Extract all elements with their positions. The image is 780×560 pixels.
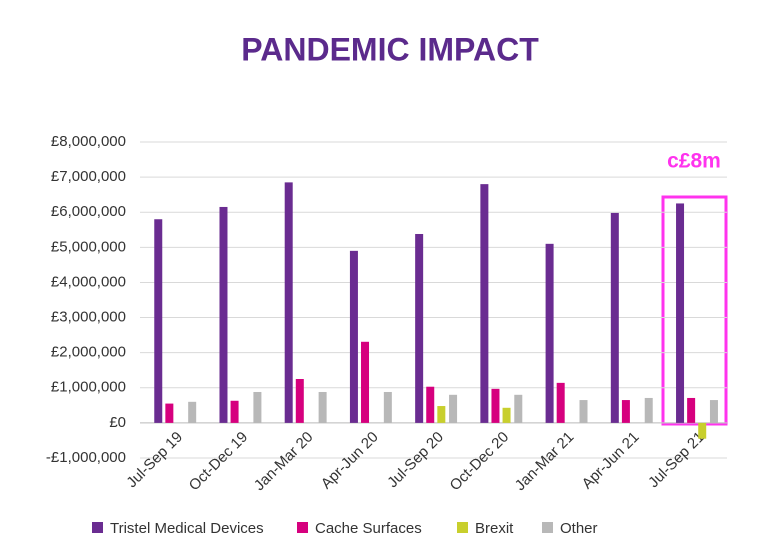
bar (480, 184, 489, 423)
highlight-box (661, 195, 728, 426)
bar (318, 391, 327, 423)
bar (514, 394, 523, 423)
x-tick-label: Jul-Sep 20 (384, 429, 447, 492)
bar (253, 391, 262, 423)
y-tick-label: £5,000,000 (51, 238, 126, 255)
bar (676, 203, 685, 423)
legend-swatch (542, 522, 553, 533)
bar (188, 401, 197, 423)
legend-swatch (457, 522, 468, 533)
bar (709, 400, 718, 423)
bar (449, 394, 458, 423)
bar (349, 250, 358, 423)
y-tick-label: £1,000,000 (51, 379, 126, 396)
x-tick-label: Apr-Jun 20 (318, 429, 382, 493)
x-tick-label: Jan-Mar 21 (512, 429, 578, 495)
x-tick-label: Oct-Dec 19 (186, 429, 252, 495)
bar (579, 400, 588, 423)
y-tick-label: £4,000,000 (51, 273, 126, 290)
bar (437, 406, 446, 423)
x-tick-label: Jan-Mar 20 (251, 429, 317, 495)
bar (230, 400, 239, 423)
legend-swatch (92, 522, 103, 533)
x-tick-label: Apr-Jun 21 (579, 429, 643, 493)
legend-label: Brexit (475, 520, 514, 537)
bar (284, 182, 293, 423)
bar (502, 407, 511, 423)
legend-swatch (297, 522, 308, 533)
chart-title: PANDEMIC IMPACT (241, 31, 539, 67)
bar (426, 386, 435, 423)
legend-label: Tristel Medical Devices (110, 520, 264, 537)
legend-label: Other (560, 520, 598, 537)
bar (698, 422, 707, 439)
bar (491, 388, 500, 423)
annotation: c£8m (667, 150, 721, 173)
y-tick-label: -£1,000,000 (46, 449, 126, 466)
bar (361, 341, 370, 423)
bar (644, 397, 653, 423)
y-tick-label: £7,000,000 (51, 168, 126, 185)
bar (556, 382, 565, 423)
y-tick-label: £6,000,000 (51, 203, 126, 220)
y-tick-label: £8,000,000 (51, 133, 126, 150)
bar (295, 379, 304, 423)
bar (610, 212, 619, 423)
bar (415, 233, 424, 423)
bar (621, 400, 630, 423)
bar (545, 243, 554, 423)
bar (383, 391, 392, 423)
bar (687, 397, 696, 423)
bar (165, 403, 174, 423)
x-tick-label: Oct-Dec 20 (447, 429, 513, 495)
bar (219, 206, 228, 423)
y-tick-label: £3,000,000 (51, 309, 126, 326)
legend-label: Cache Surfaces (315, 520, 422, 537)
y-tick-label: £2,000,000 (51, 344, 126, 361)
y-tick-label: £0 (109, 414, 126, 431)
x-tick-label: Jul-Sep 19 (123, 429, 186, 492)
bar (154, 219, 163, 423)
